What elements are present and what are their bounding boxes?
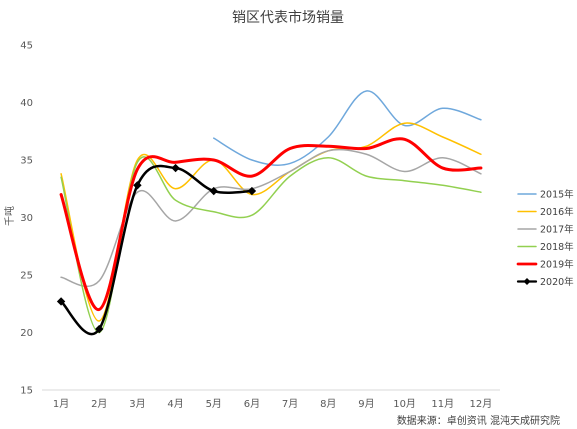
- x-tick-label: 12月: [470, 398, 493, 410]
- y-tick-label: 40: [20, 98, 33, 109]
- series-line: [213, 90, 482, 166]
- x-tick-label: 4月: [167, 398, 183, 410]
- x-tick-label: 10月: [393, 398, 416, 410]
- legend-item: 2018年: [517, 241, 574, 253]
- legend-item: 2020年: [516, 276, 574, 288]
- data-point-marker: [95, 324, 104, 334]
- legend-item: 2017年: [517, 224, 574, 236]
- legend: 2015年 2016年 2017年 2018年 2019年 2020年: [516, 189, 574, 288]
- series-5: [56, 163, 257, 336]
- legend-marker: [523, 278, 531, 285]
- axis-layer: 15 20 25 30 35 40 45 1月 2月 3月 4月 5月 6月 7月 8月 9月 10月 11月 12…: [20, 41, 500, 410]
- y-axis-label: 千吨: [3, 206, 16, 226]
- data-point-marker: [56, 297, 66, 306]
- data-point-marker: [171, 163, 180, 173]
- y-tick-label: 15: [20, 386, 33, 397]
- series-4: [59, 137, 483, 311]
- source-note: 数据来源：卓创资讯 混沌天成研究院: [397, 414, 560, 427]
- legend-label: 2015年: [540, 189, 574, 201]
- x-tick-label: 7月: [282, 398, 298, 410]
- legend-label: 2018年: [540, 241, 574, 253]
- legend-label: 2020年: [540, 276, 574, 288]
- series-layer: [56, 90, 483, 336]
- x-tick-label: 1月: [53, 398, 69, 410]
- x-tick-label: 6月: [244, 398, 260, 410]
- legend-item: 2015年: [517, 189, 574, 201]
- chart-title: 销区代表市场销量: [232, 9, 344, 26]
- y-tick-label: 45: [20, 41, 33, 52]
- x-tick-label: 3月: [129, 398, 145, 410]
- series-line: [60, 122, 482, 322]
- x-tick-label: 5月: [206, 398, 222, 410]
- y-tick-label: 35: [20, 156, 33, 167]
- data-point-marker: [209, 186, 218, 196]
- series-line: [59, 164, 254, 336]
- y-tick-label: 30: [20, 213, 33, 224]
- y-tick-label: 20: [20, 328, 33, 339]
- series-1: [60, 122, 482, 322]
- x-tick-label: 9月: [358, 398, 374, 410]
- series-0: [213, 90, 482, 166]
- x-tick-label: 11月: [431, 398, 454, 410]
- legend-label: 2016年: [540, 206, 574, 218]
- x-tick-label: 2月: [91, 398, 107, 410]
- legend-label: 2017年: [540, 224, 574, 236]
- legend-item: 2019年: [516, 259, 574, 271]
- data-point-marker: [247, 186, 257, 196]
- series-line: [59, 137, 483, 311]
- series-line: [60, 156, 482, 334]
- series-3: [60, 156, 482, 334]
- y-tick-label: 25: [20, 271, 33, 282]
- data-point-marker: [133, 181, 142, 190]
- x-tick-label: 8月: [320, 398, 336, 410]
- legend-item: 2016年: [517, 206, 574, 218]
- legend-label: 2019年: [540, 259, 574, 271]
